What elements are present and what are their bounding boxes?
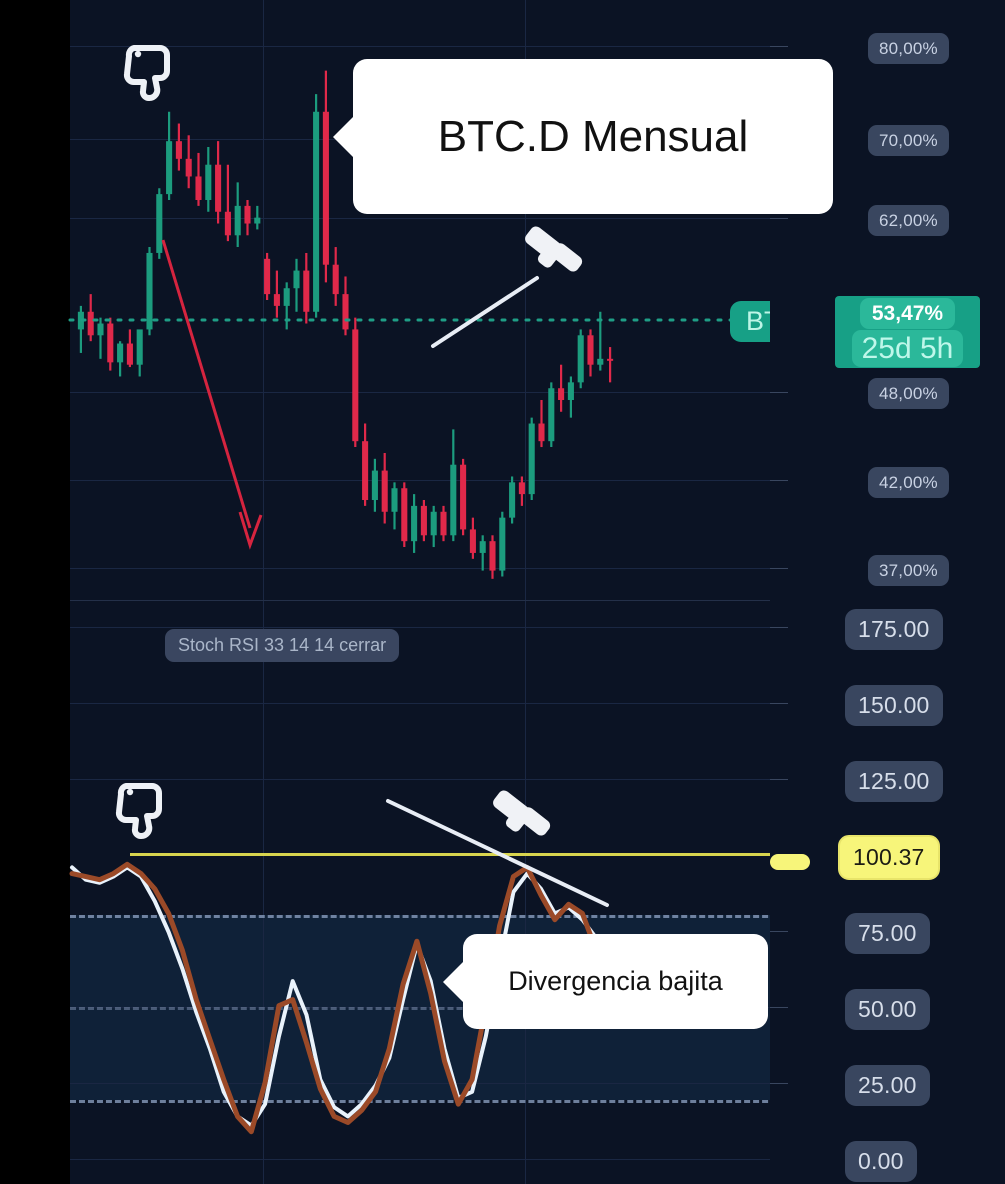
scale-label-0: 0.00 (845, 1141, 917, 1182)
horizontal-gridline (70, 568, 840, 569)
horizontal-gridline (70, 1007, 840, 1008)
title-callout-text: BTC.D Mensual (437, 111, 749, 161)
scale-label-80: 80,00% (868, 33, 949, 64)
scale-tick (770, 703, 788, 704)
thumbs-down-icon[interactable] (120, 40, 182, 106)
scale-label-75: 75.00 (845, 913, 930, 954)
horizontal-gridline (70, 392, 840, 393)
gavel-icon[interactable] (522, 226, 594, 288)
scale-tick (770, 627, 788, 628)
btcd-current-value-tag[interactable]: 53,47% 25d 5h (835, 296, 980, 368)
white-support-trendline[interactable] (70, 0, 840, 600)
scale-label-37: 37,00% (868, 555, 949, 586)
stoch-rsi-series (69, 861, 613, 1135)
scale-tick (770, 218, 788, 219)
scale-tick (770, 1083, 788, 1084)
horizontal-gridline (70, 46, 840, 47)
scale-label-48: 48,00% (868, 378, 949, 409)
vertical-gridline (525, 0, 526, 1184)
title-callout[interactable]: BTC.D Mensual (333, 59, 833, 214)
horizontal-gridline (70, 218, 840, 219)
scale-tick (770, 392, 788, 393)
scale-label-150: 150.00 (845, 685, 943, 726)
horizontal-gridline (70, 627, 840, 628)
horizontal-gridline (70, 779, 840, 780)
divergence-callout[interactable]: Divergencia bajita (443, 934, 768, 1029)
btcd-price-line (68, 318, 772, 322)
btcd-countdown-wrap: 25d 5h (835, 330, 980, 367)
btcd-current-percent: 53,47% (859, 298, 956, 329)
btcd-countdown: 25d 5h (851, 330, 964, 367)
scale-label-highlight: 100.37 (838, 835, 940, 880)
horizontal-gridline (70, 703, 840, 704)
callout-tail (333, 114, 355, 159)
vertical-gridline (263, 0, 264, 1184)
red-down-arrow-trendline[interactable] (70, 0, 840, 600)
divergence-callout-text: Divergencia bajita (508, 966, 723, 996)
candlestick-series (77, 70, 614, 579)
scale-highlight-connector (770, 854, 810, 870)
callout-tail (443, 959, 465, 1004)
scale-tick (770, 480, 788, 481)
scale-label-62: 62,00% (868, 205, 949, 236)
panel-separator (70, 600, 1005, 601)
scale-label-50: 50.00 (845, 989, 930, 1030)
rsi-highlight-level-line (130, 853, 842, 856)
scale-label-70: 70,00% (868, 125, 949, 156)
scale-label-125: 125.00 (845, 761, 943, 802)
scale-tick (770, 1007, 788, 1008)
scale-tick (770, 779, 788, 780)
rsi-overbought-level (70, 915, 840, 918)
btcd-current-percent-wrap: 53,47% (835, 298, 980, 329)
rsi-mid-level (70, 1007, 840, 1010)
white-divergence-trendline[interactable] (70, 600, 840, 1184)
indicator-label[interactable]: Stoch RSI 33 14 14 cerrar (165, 629, 400, 662)
left-black-gutter (0, 0, 70, 1184)
scale-tick (770, 931, 788, 932)
gavel-icon[interactable] (490, 790, 562, 852)
scale-label-175: 175.00 (845, 609, 943, 650)
horizontal-gridline (70, 1159, 840, 1160)
scale-label-25: 25.00 (845, 1065, 930, 1106)
scale-tick (770, 568, 788, 569)
scale-label-42: 42,00% (868, 467, 949, 498)
scale-tick (770, 46, 788, 47)
thumbs-down-icon[interactable] (112, 778, 174, 844)
